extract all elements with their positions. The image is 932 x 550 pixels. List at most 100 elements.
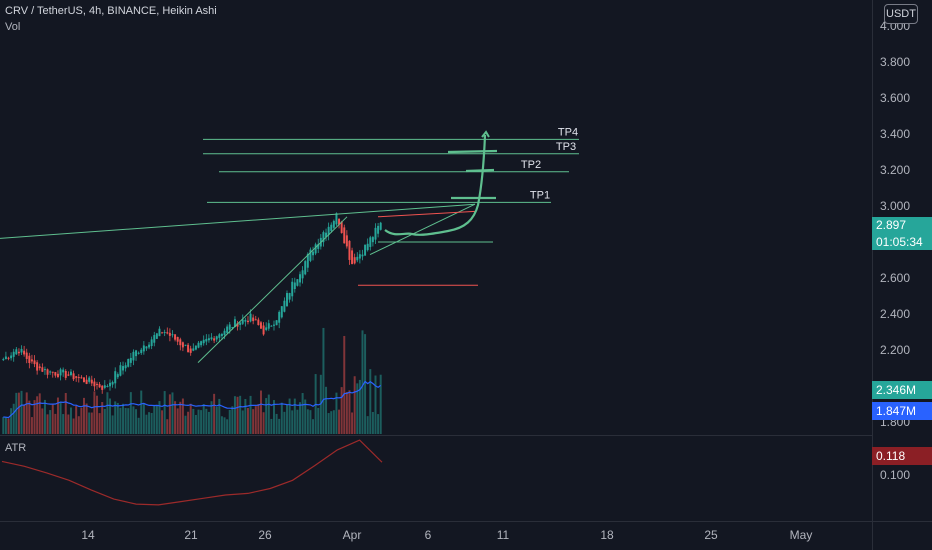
candle-body	[41, 367, 44, 372]
volume-bar	[332, 410, 335, 434]
volume-bar	[335, 392, 338, 434]
candle-body	[171, 334, 174, 336]
time-axis[interactable]: 14 21 26 Apr 6 11 18 25 May	[81, 528, 812, 542]
price-tick-label: 3.800	[880, 55, 910, 69]
candle-body	[312, 251, 315, 256]
volume-bar	[176, 408, 179, 434]
volume-bar	[145, 414, 148, 434]
volume-bar	[259, 390, 262, 434]
candle-body	[4, 356, 7, 360]
volume-bar	[90, 412, 93, 434]
volume-bar	[137, 417, 140, 434]
volume-bar	[286, 404, 288, 434]
volume-bar	[252, 409, 255, 434]
volume-bar	[215, 406, 218, 434]
volume-bar	[226, 419, 229, 434]
volume-bar	[288, 398, 291, 434]
candle-body	[135, 350, 138, 357]
candle-body	[278, 311, 281, 323]
volume-bar	[358, 379, 361, 434]
candle-body	[38, 366, 41, 369]
volume-bar	[327, 413, 330, 434]
candle-body	[265, 327, 268, 330]
volume-bar	[23, 404, 26, 434]
volume-bar	[345, 391, 348, 434]
volume-bar	[148, 412, 151, 434]
volume-bar	[135, 409, 138, 434]
volume-bar	[213, 393, 216, 434]
candle-body	[155, 333, 158, 339]
price-tick-label: 3.400	[880, 127, 910, 141]
price-tick-label: 2.400	[880, 307, 910, 321]
candle-body	[20, 348, 23, 353]
volume-bar	[275, 413, 278, 434]
candle-body	[252, 317, 255, 322]
volume-bar	[150, 412, 153, 434]
candle-body	[51, 371, 54, 373]
candle-body	[166, 332, 169, 334]
resistance-line[interactable]	[377, 210, 476, 218]
candle-body	[205, 338, 208, 342]
volume-bar	[301, 393, 304, 434]
candle-body	[12, 351, 15, 357]
volume-bar	[67, 414, 70, 434]
volume-bar	[364, 334, 367, 434]
candle-body	[67, 374, 70, 376]
volume-bar	[197, 409, 200, 434]
long-trendline[interactable]	[0, 203, 476, 239]
volume-bar	[228, 409, 231, 434]
volume-bar	[28, 400, 31, 434]
candle-body	[220, 334, 223, 337]
volume-bar	[223, 417, 226, 434]
candle-body	[332, 220, 335, 228]
candle-body	[184, 344, 187, 346]
candle-body	[210, 337, 213, 340]
tp-labels: TP4 TP3 TP2 TP1	[521, 126, 578, 201]
candle-body	[192, 348, 195, 351]
volume-bar	[122, 403, 125, 434]
candle-body	[361, 254, 364, 257]
projection-path[interactable]	[384, 134, 487, 236]
volume-bar	[72, 418, 75, 434]
candle-body	[226, 326, 229, 333]
projection-arrowhead	[481, 130, 490, 138]
volume-bar	[25, 392, 28, 434]
candle-body	[257, 319, 260, 326]
candle-body	[374, 227, 377, 240]
price-axis[interactable]: 4.0003.8003.6003.4003.2003.0002.6002.400…	[880, 19, 910, 482]
candle-body	[231, 327, 234, 329]
volume-bar	[142, 403, 145, 434]
candle-body	[340, 221, 343, 234]
volume-bar	[163, 391, 166, 434]
time-tick-label: 14	[81, 528, 95, 542]
volume-bar	[64, 393, 67, 434]
currency-button[interactable]: USDT	[884, 4, 918, 24]
volume-ma-tag: 1.847M	[872, 402, 932, 420]
candle-body	[327, 226, 330, 235]
candle-body	[132, 351, 135, 361]
volume-bar	[267, 394, 270, 434]
rising-trendline[interactable]	[197, 216, 348, 363]
candle-body	[280, 306, 283, 318]
candle-body	[56, 373, 59, 378]
time-tick-label: 11	[497, 528, 510, 542]
volume-bar	[171, 392, 174, 434]
candle-body	[93, 381, 96, 387]
volume-bar	[246, 408, 249, 434]
candle-body	[259, 322, 262, 329]
candle-body	[322, 232, 325, 243]
atr-line	[1, 439, 383, 506]
volume-bar	[7, 418, 10, 434]
candle-body	[301, 270, 304, 279]
tp-label: TP2	[521, 159, 541, 171]
volume-bar	[119, 407, 122, 434]
volume-bar	[127, 408, 130, 434]
volume-bar	[124, 408, 127, 434]
candle-body	[36, 362, 39, 371]
volume-bar	[46, 414, 49, 434]
volume-bar	[299, 402, 302, 434]
volume-bar	[361, 330, 364, 434]
volume-bar	[257, 404, 260, 434]
